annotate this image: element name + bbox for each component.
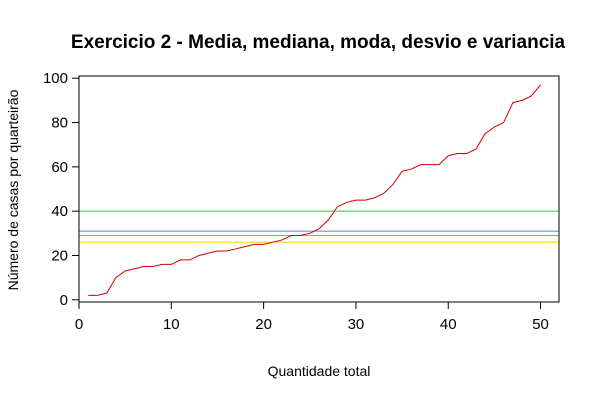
x-tick-label-3: 30: [348, 316, 365, 333]
y-tick-label-3: 60: [51, 159, 68, 176]
x-axis: 0 10 20 30 40 50: [75, 301, 549, 333]
x-axis-label: Quantidade total: [268, 363, 371, 379]
x-tick-label-1: 10: [163, 316, 180, 333]
reference-lines: [79, 210, 559, 243]
series-layer: [88, 84, 541, 296]
x-tick-label-0: 0: [75, 316, 83, 333]
x-tick-label-2: 20: [255, 316, 272, 333]
y-axis: 0 20 40 60 80 100: [43, 70, 80, 309]
y-tick-label-2: 40: [51, 203, 68, 220]
x-tick-label-4: 40: [440, 316, 457, 333]
x-tick-label-5: 50: [532, 316, 549, 333]
y-tick-label-0: 0: [60, 292, 68, 309]
y-tick-label-1: 20: [51, 247, 68, 264]
series-line-0: [88, 84, 541, 296]
y-tick-label-4: 80: [51, 115, 68, 132]
y-axis-label: Número de casas por quarteirão: [5, 89, 21, 290]
chart-title: Exercicio 2 - Media, mediana, moda, desv…: [71, 32, 566, 53]
y-tick-label-5: 100: [43, 70, 68, 87]
plot-area: [78, 75, 560, 303]
